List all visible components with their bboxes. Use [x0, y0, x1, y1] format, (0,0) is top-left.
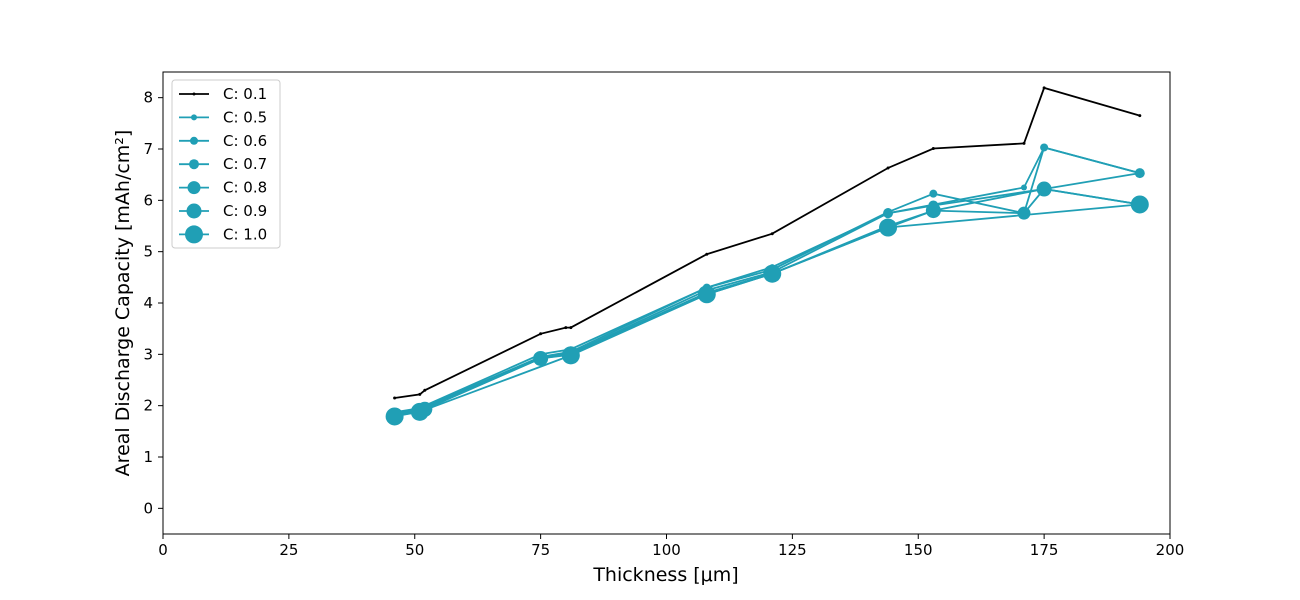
legend-label: C: 0.8 [223, 179, 267, 197]
data-point [533, 350, 549, 366]
x-tick-label: 175 [1030, 541, 1059, 559]
data-point [879, 218, 898, 237]
legend-label: C: 0.9 [223, 202, 267, 220]
y-tick-label: 3 [143, 345, 153, 363]
legend-marker [191, 114, 197, 121]
legend-label: C: 0.5 [223, 108, 267, 126]
series-01 [393, 86, 1142, 400]
y-tick-label: 0 [143, 499, 153, 517]
data-point [1022, 141, 1026, 145]
legend-marker [187, 181, 201, 195]
data-point [423, 388, 427, 392]
data-point [929, 189, 938, 198]
legend-label: C: 0.1 [223, 85, 267, 103]
data-point [410, 402, 429, 421]
y-tick-label: 5 [143, 243, 153, 261]
y-tick-label: 8 [143, 89, 153, 107]
data-point [561, 346, 580, 365]
x-axis-title: Thickness [μm] [592, 564, 738, 586]
x-tick-label: 0 [158, 541, 168, 559]
data-point [886, 166, 890, 170]
legend-label: C: 0.7 [223, 155, 267, 173]
data-point [1017, 206, 1031, 220]
data-point [931, 146, 935, 150]
legend: C: 0.1 C: 0.5 C: 0.6 C: 0.7 C: 0.8 C: 0.9 C: 1… [171, 79, 281, 249]
x-tick-label: 100 [652, 541, 681, 559]
data-point [697, 285, 716, 304]
plot-frame [162, 71, 1171, 535]
data-point [393, 396, 397, 400]
data-point [385, 407, 404, 426]
data-point [1020, 184, 1027, 191]
legend-item: C: 0.9 [179, 202, 267, 220]
data-point [1138, 114, 1142, 118]
legend-marker [189, 159, 199, 170]
series-09 [387, 181, 1148, 424]
data-point [539, 332, 543, 336]
data-point [1042, 86, 1046, 90]
legend-marker [186, 203, 202, 219]
legend-item: C: 0.1 [179, 85, 267, 103]
y-tick-label: 4 [143, 294, 153, 312]
y-tick-label: 7 [143, 140, 153, 158]
data-point [418, 392, 422, 396]
x-tick-label: 50 [405, 541, 424, 559]
series-line [394, 188, 1140, 417]
legend-marker [190, 136, 198, 145]
x-tick-label: 125 [778, 541, 807, 559]
y-tick-label: 2 [143, 397, 153, 415]
x-tick-label: 25 [279, 541, 298, 559]
data-point [569, 326, 573, 330]
x-tick-label: 200 [1156, 541, 1185, 559]
x-tick-label: 75 [531, 541, 550, 559]
legend-label: C: 1.0 [223, 225, 267, 243]
legend-item: C: 0.5 [179, 108, 267, 126]
data-point [1134, 168, 1145, 179]
data-point [1130, 195, 1149, 214]
data-point [564, 326, 568, 330]
data-point [1040, 143, 1049, 152]
data-point [883, 208, 894, 219]
y-tick-label: 6 [143, 191, 153, 209]
y-tick-label: 1 [143, 448, 153, 466]
series-line [394, 86, 1141, 399]
series-10 [385, 195, 1149, 426]
series-08 [388, 182, 1147, 423]
series-line [394, 188, 1140, 417]
plot-area [385, 86, 1149, 426]
legend-marker [192, 92, 196, 96]
y-axis-title: Areal Discharge Capacity [mAh/cm²] [112, 130, 134, 477]
legend-marker [185, 225, 203, 244]
legend-item: C: 0.6 [179, 132, 267, 150]
data-point [763, 264, 782, 283]
data-point [705, 252, 709, 256]
axis-ticks: 0 25 50 75 100 125 150 175 200 0 1 2 3 4 5 6 7 8 [143, 89, 1184, 559]
data-point [1036, 181, 1052, 197]
legend-item: C: 1.0 [179, 225, 267, 244]
x-tick-label: 150 [904, 541, 933, 559]
legend-item: C: 0.8 [179, 179, 267, 197]
legend-item: C: 0.7 [179, 155, 267, 173]
data-point [925, 203, 941, 219]
data-point [770, 232, 774, 236]
legend-label: C: 0.6 [223, 132, 267, 150]
